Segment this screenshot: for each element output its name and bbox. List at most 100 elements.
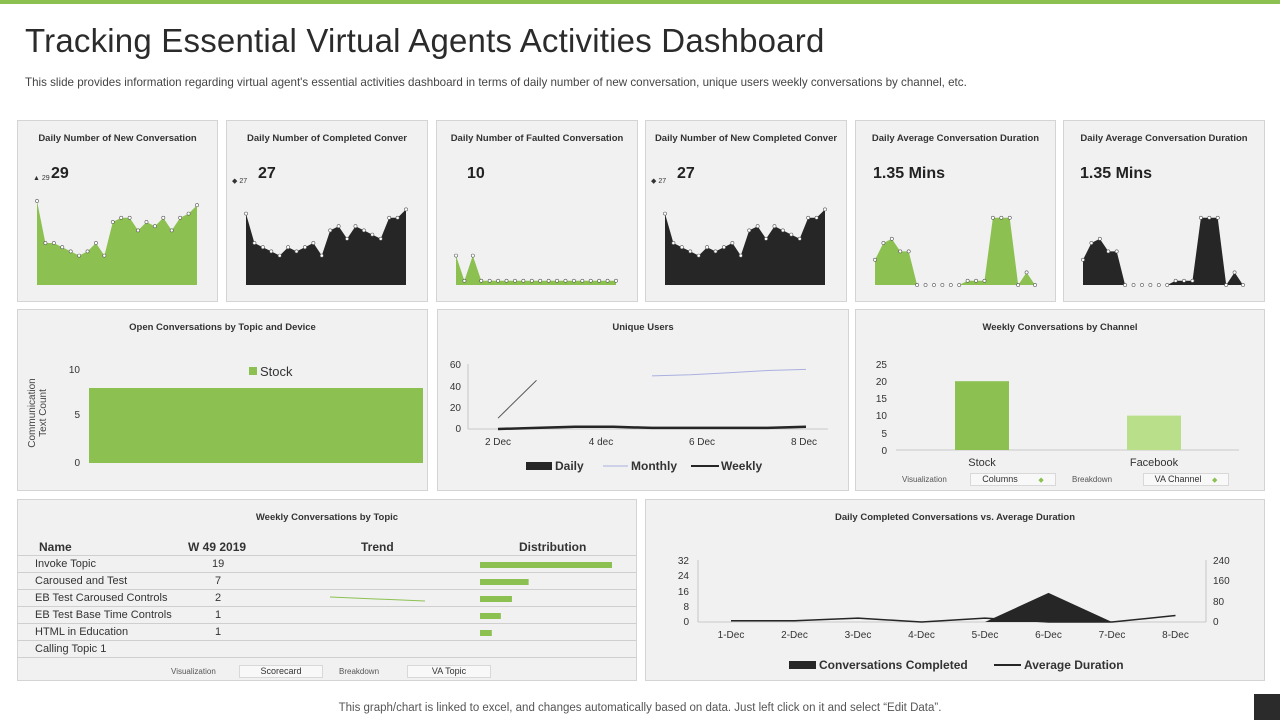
kpi-title: Daily Average Conversation Duration — [1080, 133, 1248, 144]
sparkline-point — [1140, 283, 1144, 287]
sparkline-point — [195, 203, 199, 208]
row-divider — [17, 606, 636, 607]
y-axis-label-2: Text Count — [38, 389, 49, 437]
sparkline-point — [563, 278, 568, 283]
sparkline-point — [336, 224, 341, 229]
sparkline-point — [605, 278, 610, 283]
row-divider — [17, 555, 636, 556]
sparkline-point — [378, 236, 383, 241]
column-header-week[interactable]: W 49 2019 — [188, 540, 247, 554]
sparkline-point — [94, 241, 98, 245]
completed-vs-duration-panel[interactable]: Daily Completed Conversations vs. Averag… — [645, 499, 1265, 681]
visualization-label: Visualization — [171, 667, 216, 676]
bar-facebook[interactable] — [1127, 415, 1181, 450]
sparkline-point — [1207, 215, 1212, 220]
legend-label-conversations: Conversations Completed — [819, 658, 968, 672]
kpi-card-new-completed-conversation[interactable]: Daily Number of New Completed Conver ◆ 2… — [645, 120, 847, 302]
weekly-channel-panel[interactable]: Weekly Conversations by Channel 25 20 15… — [855, 309, 1265, 491]
panel-title: Unique Users — [612, 322, 674, 333]
sparkline-point — [932, 283, 936, 287]
kpi-title: Daily Number of Completed Conver — [247, 133, 407, 144]
x-tick-label: 6-Dec — [1035, 630, 1062, 641]
panel-title: Weekly Conversations by Topic — [255, 512, 399, 523]
sparkline-point — [361, 228, 366, 233]
y-tick-label: 60 — [450, 360, 462, 371]
sparkline-point — [1024, 270, 1029, 275]
breakdown-select[interactable]: VA Channel ◆ — [1143, 473, 1229, 486]
sparkline-point — [479, 278, 484, 283]
kpi-card-average-duration[interactable]: Daily Average Conversation Duration 1.35… — [855, 120, 1056, 302]
kpi-card-completed-conversation[interactable]: Daily Number of Completed Conver ◆ 27 27 — [226, 120, 428, 302]
y2-tick-label: 240 — [1213, 556, 1230, 567]
open-conversations-panel[interactable]: Open Conversations by Topic and Device C… — [17, 309, 428, 491]
x-tick-label: 3-Dec — [845, 630, 872, 641]
sparkline-point — [353, 224, 358, 229]
sparkline-point — [679, 245, 684, 250]
sparkline-point — [747, 228, 752, 233]
column-header-distribution[interactable]: Distribution — [519, 540, 587, 554]
sparkline-point — [881, 241, 886, 245]
sparkline-point — [965, 278, 970, 283]
row-divider — [17, 572, 636, 573]
sparkline-point — [764, 236, 768, 241]
row-divider — [17, 640, 636, 641]
sparkline-point — [487, 278, 492, 283]
x-tick-label: 8 Dec — [791, 437, 817, 448]
kpi-value: 1.35 Mins — [873, 165, 946, 182]
kpi-value: 27 — [677, 165, 695, 182]
kpi-small-value: ◆ 27 — [232, 178, 248, 185]
weekly-topic-panel[interactable]: Weekly Conversations by Topic — [17, 499, 637, 681]
sparkline-point — [35, 199, 39, 203]
unique-users-chart: 60 40 20 0 2 Dec 4 dec 6 Dec 8 Dec Daily… — [450, 360, 828, 473]
table-row-name: Caroused and Test — [35, 575, 128, 587]
bar-stock[interactable] — [89, 388, 423, 463]
sparkline-point — [303, 245, 307, 250]
y-tick-label: 8 — [683, 602, 689, 613]
sparkline-point — [889, 236, 894, 241]
bar-stock[interactable] — [955, 381, 1009, 450]
page-subtitle: This slide provides information regardin… — [25, 76, 967, 89]
kpi-value: 29 — [51, 165, 69, 182]
sparkline-point — [1232, 270, 1237, 275]
sparkline-point — [705, 245, 710, 250]
y-tick-label: 16 — [678, 587, 690, 598]
table-row-value: 1 — [215, 626, 222, 638]
distribution-bars — [480, 562, 612, 636]
kpi-card-new-conversation[interactable]: Daily Number of New Conversation ▲ 29 29 — [17, 120, 218, 302]
sparkline-point — [1123, 283, 1128, 287]
kpi-card-faulted-conversation[interactable]: Daily Number of Faulted Conversation 10 — [436, 120, 638, 302]
sparkline-point — [496, 278, 501, 283]
sparkline-point — [571, 278, 576, 283]
table-row-name: EB Test Base Time Controls — [35, 609, 172, 621]
sparkline-point — [169, 228, 174, 233]
sparkline-point — [152, 224, 157, 229]
visualization-select[interactable]: Scorecard — [239, 665, 323, 678]
visualization-select[interactable]: Columns ◆ — [970, 473, 1056, 486]
sparkline-point — [789, 232, 794, 237]
kpi-card-average-duration-2[interactable]: Daily Average Conversation Duration 1.35… — [1063, 120, 1265, 302]
x-tick-label: 4-Dec — [908, 630, 935, 641]
sparkline-point — [504, 278, 509, 283]
unique-users-panel[interactable]: Unique Users 60 40 20 0 2 Dec 4 dec 6 De… — [437, 309, 849, 491]
kpi-sparkline — [663, 207, 827, 285]
page-title: Tracking Essential Virtual Agents Activi… — [25, 22, 825, 59]
table-row-name: HTML in Education — [35, 626, 129, 638]
y-axis-label: Communication — [27, 378, 38, 447]
distribution-bar — [480, 596, 512, 602]
sparkline-point — [538, 278, 543, 283]
sparkline-point — [370, 232, 375, 237]
column-header-trend[interactable]: Trend — [361, 540, 394, 554]
series-line-weekly — [497, 379, 537, 419]
y2-tick-label: 160 — [1213, 576, 1230, 587]
sparkline-point — [1081, 257, 1085, 262]
table-row-value: 1 — [215, 609, 222, 621]
sparkline-point — [1114, 249, 1119, 254]
sparkline-point — [51, 241, 56, 245]
breakdown-select[interactable]: VA Topic — [407, 665, 491, 678]
column-header-name[interactable]: Name — [39, 540, 72, 554]
y-tick-label: 10 — [69, 365, 81, 376]
sparkline-point — [898, 249, 903, 254]
sparkline-point — [974, 278, 978, 283]
sparkline-point — [319, 253, 324, 258]
sparkline-point — [244, 211, 248, 216]
